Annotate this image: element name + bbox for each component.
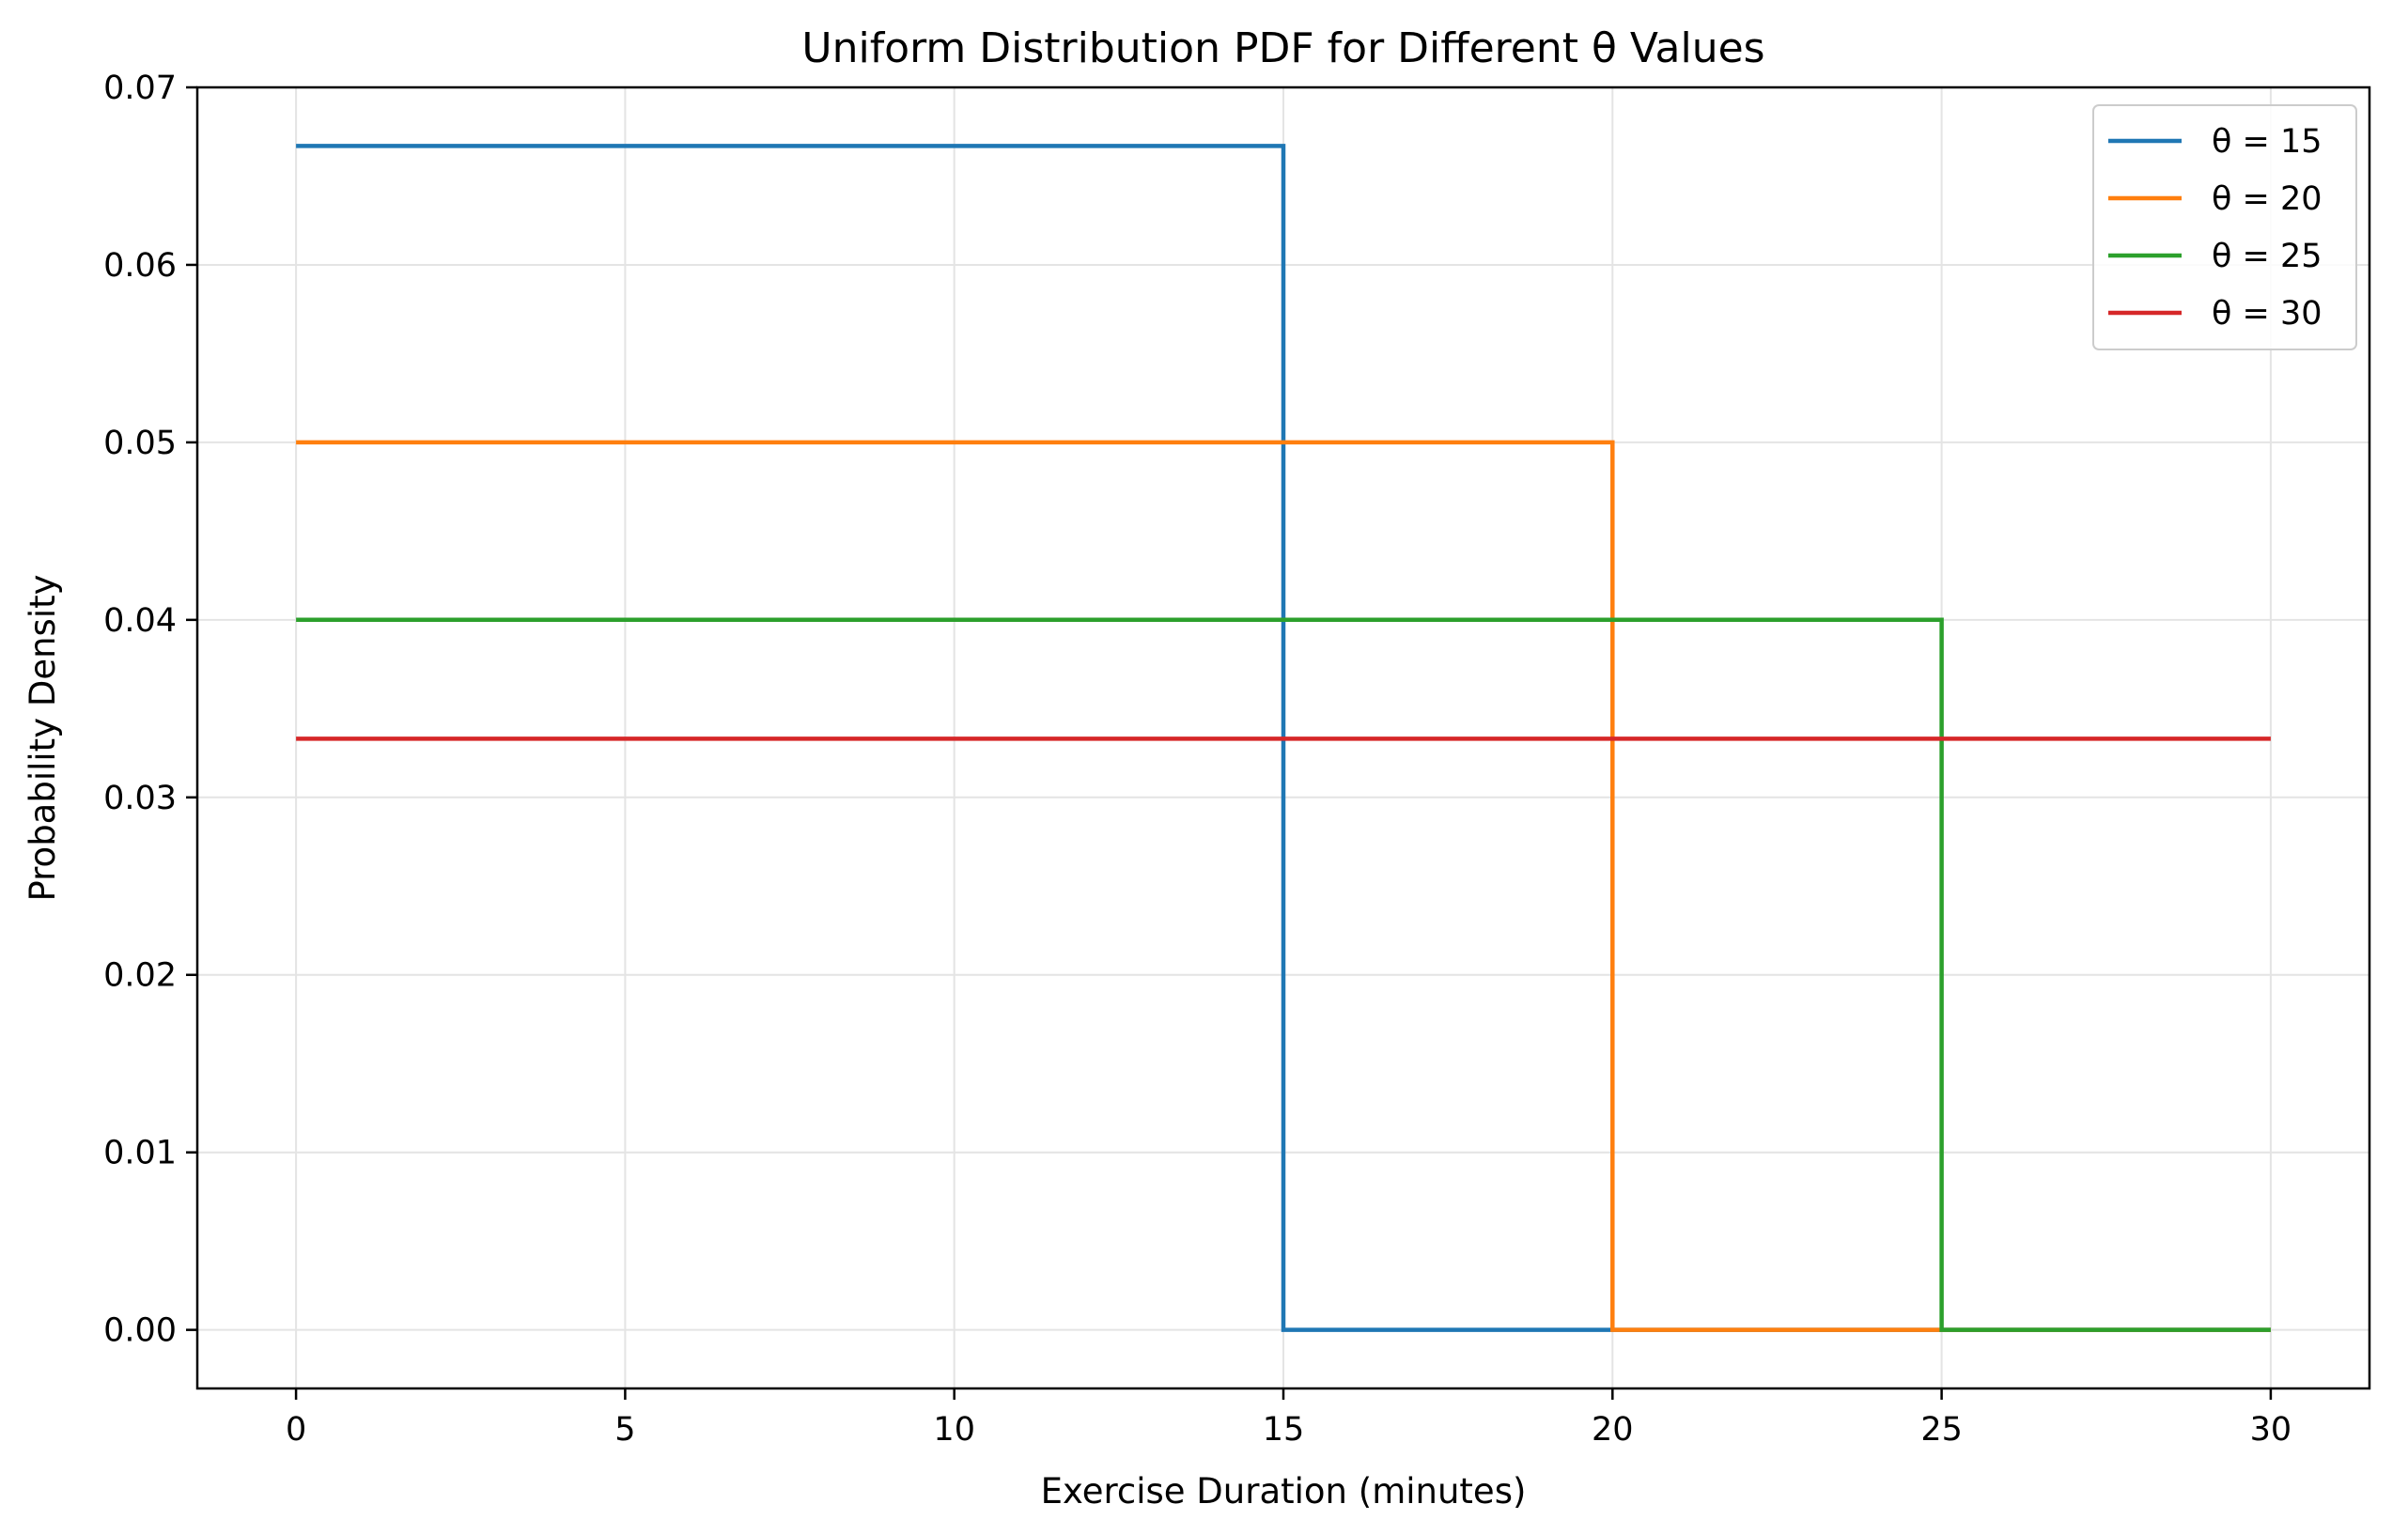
chart-title: Uniform Distribution PDF for Different θ… <box>801 24 1764 72</box>
y-tick-label: 0.03 <box>103 780 177 817</box>
y-tick-label: 0.04 <box>103 602 177 640</box>
y-axis-label: Probability Density <box>23 574 63 901</box>
y-tick-label: 0.05 <box>103 425 177 462</box>
x-tick-label: 15 <box>1263 1411 1305 1449</box>
y-tick-label: 0.02 <box>103 957 177 995</box>
series-line-theta-25 <box>296 617 2271 1332</box>
x-tick-label: 30 <box>2250 1411 2292 1449</box>
y-tick-label: 0.07 <box>103 70 177 107</box>
legend: θ = 15 θ = 20 θ = 25 θ = 30 <box>2092 104 2357 350</box>
legend-label-theta-30: θ = 30 <box>2212 295 2323 333</box>
legend-label-theta-25: θ = 25 <box>2212 238 2323 275</box>
legend-label-theta-15: θ = 15 <box>2212 123 2323 161</box>
legend-items: θ = 15 θ = 20 θ = 25 θ = 30 <box>2108 123 2323 333</box>
y-tick-label: 0.00 <box>103 1312 177 1350</box>
x-tick-label: 20 <box>1592 1411 1634 1449</box>
y-tick-label: 0.06 <box>103 247 177 285</box>
x-tick-label: 0 <box>286 1411 306 1449</box>
legend-box <box>2092 104 2357 350</box>
series-lines <box>296 144 2271 1332</box>
y-tick-label: 0.01 <box>103 1135 177 1172</box>
y-axis-ticks: 0.00 0.01 0.02 0.03 0.04 0.05 0.06 0.07 <box>103 70 197 1350</box>
x-tick-label: 25 <box>1920 1411 1963 1449</box>
x-tick-label: 10 <box>933 1411 975 1449</box>
x-tick-label: 5 <box>614 1411 635 1449</box>
legend-label-theta-20: θ = 20 <box>2212 180 2323 218</box>
x-axis-ticks: 0 5 10 15 20 25 30 <box>286 1388 2291 1449</box>
x-axis-label: Exercise Duration (minutes) <box>1041 1471 1527 1512</box>
